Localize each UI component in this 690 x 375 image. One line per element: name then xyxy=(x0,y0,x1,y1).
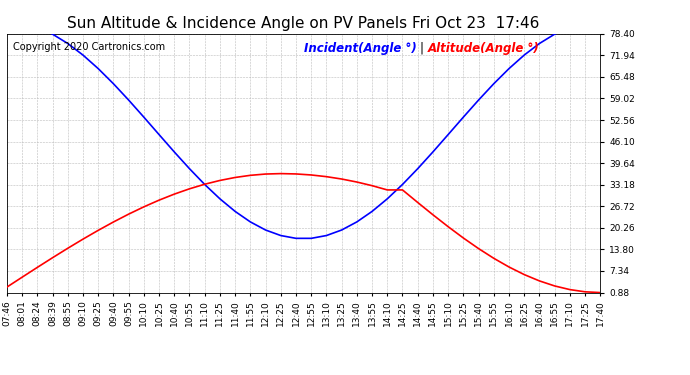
Text: Incident(Angle °): Incident(Angle °) xyxy=(304,42,416,54)
Text: |: | xyxy=(420,42,423,54)
Text: Altitude(Angle °): Altitude(Angle °) xyxy=(428,42,540,54)
Text: Copyright 2020 Cartronics.com: Copyright 2020 Cartronics.com xyxy=(13,42,165,51)
Title: Sun Altitude & Incidence Angle on PV Panels Fri Oct 23  17:46: Sun Altitude & Incidence Angle on PV Pan… xyxy=(68,16,540,31)
